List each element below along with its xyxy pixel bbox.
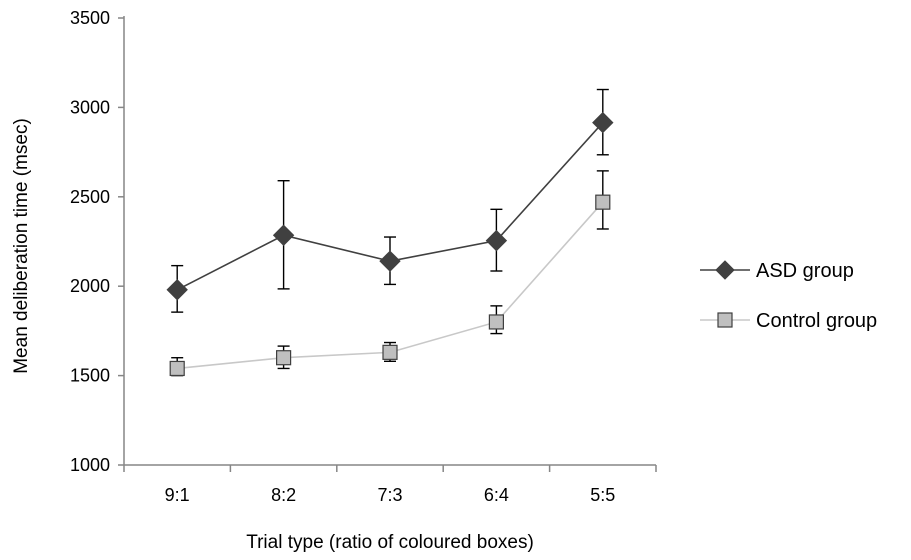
y-axis-ticks: 1000 1500 2000 2500 3000 3500 (70, 8, 124, 475)
x-axis-ticks: 9:1 8:2 7:3 6:4 5:5 (123, 465, 657, 505)
x-tick-label: 9:1 (165, 485, 190, 505)
y-tick-label: 1000 (70, 455, 110, 475)
axes (123, 16, 656, 466)
data-point-diamond (592, 111, 614, 134)
x-tick-label: 6:4 (484, 485, 509, 505)
legend-item: Control group (700, 310, 877, 332)
y-tick-label: 2000 (70, 276, 110, 296)
data-point-diamond (166, 279, 188, 301)
y-tick-label: 3500 (70, 8, 110, 28)
series-control-group (169, 170, 611, 377)
data-point-diamond (272, 224, 295, 246)
data-point-square (276, 350, 292, 366)
legend-label: Control group (756, 310, 877, 332)
x-tick-label: 5:5 (590, 485, 615, 505)
x-tick-label: 7:3 (377, 485, 402, 505)
data-point-square (382, 344, 398, 360)
x-axis-title: Trial type (ratio of coloured boxes) (246, 532, 534, 553)
y-tick-label: 3000 (70, 97, 110, 117)
legend-item: ASD group (700, 260, 854, 282)
data-point-square (595, 194, 611, 210)
legend: ASD group Control group (700, 260, 877, 332)
legend-label: ASD group (756, 260, 854, 282)
series-layer (166, 88, 614, 377)
data-point-square (169, 360, 185, 377)
data-point-square (488, 314, 504, 330)
legend-marker-square (717, 312, 733, 328)
legend-marker-diamond (715, 260, 735, 280)
data-point-diamond (485, 229, 508, 252)
series-asd-group (166, 88, 614, 313)
x-tick-label: 8:2 (271, 485, 296, 505)
y-tick-label: 1500 (70, 366, 110, 386)
data-point-diamond (379, 250, 401, 272)
y-axis-title: Mean deliberation time (msec) (11, 118, 32, 374)
y-tick-label: 2500 (70, 187, 110, 207)
